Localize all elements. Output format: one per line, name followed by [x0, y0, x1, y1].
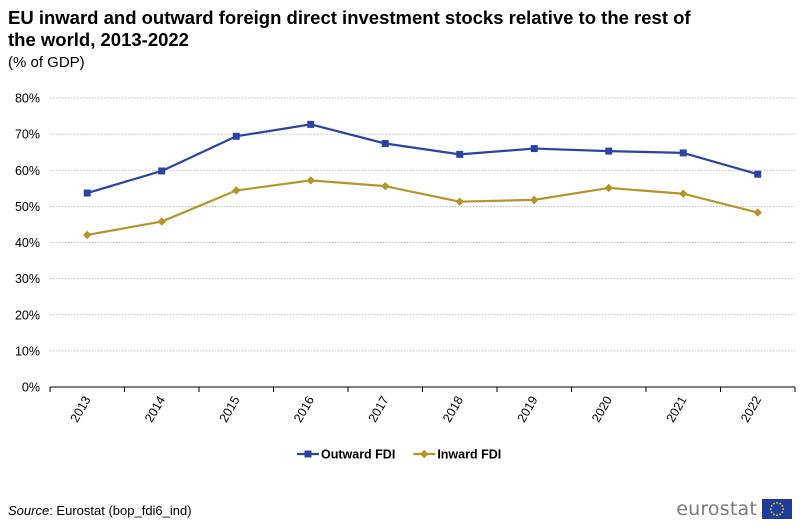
- series-inward-fdi: [83, 176, 762, 240]
- flag-star: [776, 514, 778, 517]
- source-text: : Eurostat (bop_fdi6_ind): [49, 503, 192, 518]
- y-tick-label: 50%: [15, 200, 40, 214]
- y-axis: 0% 10% 20% 30% 40% 50% 60% 70% 80%: [15, 92, 40, 395]
- y-tick-label: 80%: [15, 92, 40, 106]
- data-point: [83, 189, 91, 197]
- chart-subtitle: (% of GDP): [8, 54, 85, 71]
- data-point: [530, 195, 539, 205]
- x-tick-label: 2021: [664, 394, 690, 425]
- gridlines: [50, 97, 795, 352]
- series-outward-fdi: [83, 120, 762, 197]
- x-tick-label: 2017: [366, 394, 392, 425]
- legend-label: Inward FDI: [437, 448, 501, 462]
- x-tick-label: 2016: [291, 394, 317, 425]
- y-tick-label: 20%: [15, 308, 40, 322]
- data-point: [157, 217, 166, 226]
- data-point: [530, 145, 538, 153]
- y-tick-label: 40%: [15, 236, 40, 250]
- x-tick-label: 2014: [142, 394, 168, 425]
- legend-marker: [420, 449, 429, 459]
- x-tick-label: 2022: [738, 394, 764, 425]
- flag-star: [781, 505, 784, 507]
- flag-star: [782, 508, 785, 510]
- data-point: [679, 189, 688, 198]
- x-tick-label: 2013: [68, 394, 94, 425]
- flag-star: [776, 501, 778, 504]
- data-point: [679, 149, 687, 157]
- flag-star: [770, 511, 773, 513]
- flag-star: [770, 505, 773, 507]
- x-axis: 2013 2014 2015 2016 2017 2018 2019 2020 2021 2022: [49, 386, 796, 425]
- flag-star: [781, 511, 784, 513]
- eurostat-logo: eurostat: [676, 498, 792, 520]
- data-point: [605, 147, 613, 155]
- data-point: [232, 132, 240, 140]
- x-tick-label: 2020: [589, 394, 615, 425]
- y-tick-label: 0%: [22, 381, 40, 395]
- y-tick-label: 70%: [15, 128, 40, 142]
- data-point: [753, 208, 762, 217]
- source-label: Source: [8, 503, 50, 518]
- flag-star: [779, 513, 781, 516]
- data-point: [158, 167, 166, 175]
- logo-wordmark: eurostat: [676, 498, 757, 520]
- y-tick-label: 10%: [15, 344, 40, 358]
- source-note: Source: Eurostat (bop_fdi6_ind): [8, 503, 192, 518]
- y-tick-label: 30%: [15, 272, 40, 286]
- x-tick-label: 2019: [515, 394, 541, 425]
- flag-star: [779, 502, 781, 505]
- data-point: [381, 140, 389, 148]
- data-point: [306, 176, 315, 185]
- data-point: [754, 170, 762, 178]
- data-point: [604, 183, 613, 193]
- data-point: [83, 230, 92, 240]
- data-point: [456, 150, 464, 158]
- x-tick-label: 2015: [217, 394, 243, 425]
- flag-star: [773, 513, 775, 516]
- x-tick-label: 2018: [440, 394, 466, 425]
- legend-marker: [304, 450, 312, 458]
- flag-star: [773, 502, 775, 505]
- legend-label: Outward FDI: [321, 448, 395, 462]
- eu-flag-icon: [762, 499, 792, 519]
- chart-title: EU inward and outward foreign direct inv…: [8, 7, 691, 50]
- data-point: [232, 186, 241, 195]
- series-line: [86, 123, 759, 195]
- series-lines: [83, 120, 762, 240]
- flag-star: [769, 508, 772, 510]
- legend: Outward FDI Inward FDI: [297, 448, 501, 462]
- data-point: [455, 197, 464, 206]
- data-point: [307, 120, 315, 128]
- data-point: [381, 181, 390, 191]
- series-line: [87, 179, 759, 236]
- y-tick-label: 60%: [15, 164, 40, 178]
